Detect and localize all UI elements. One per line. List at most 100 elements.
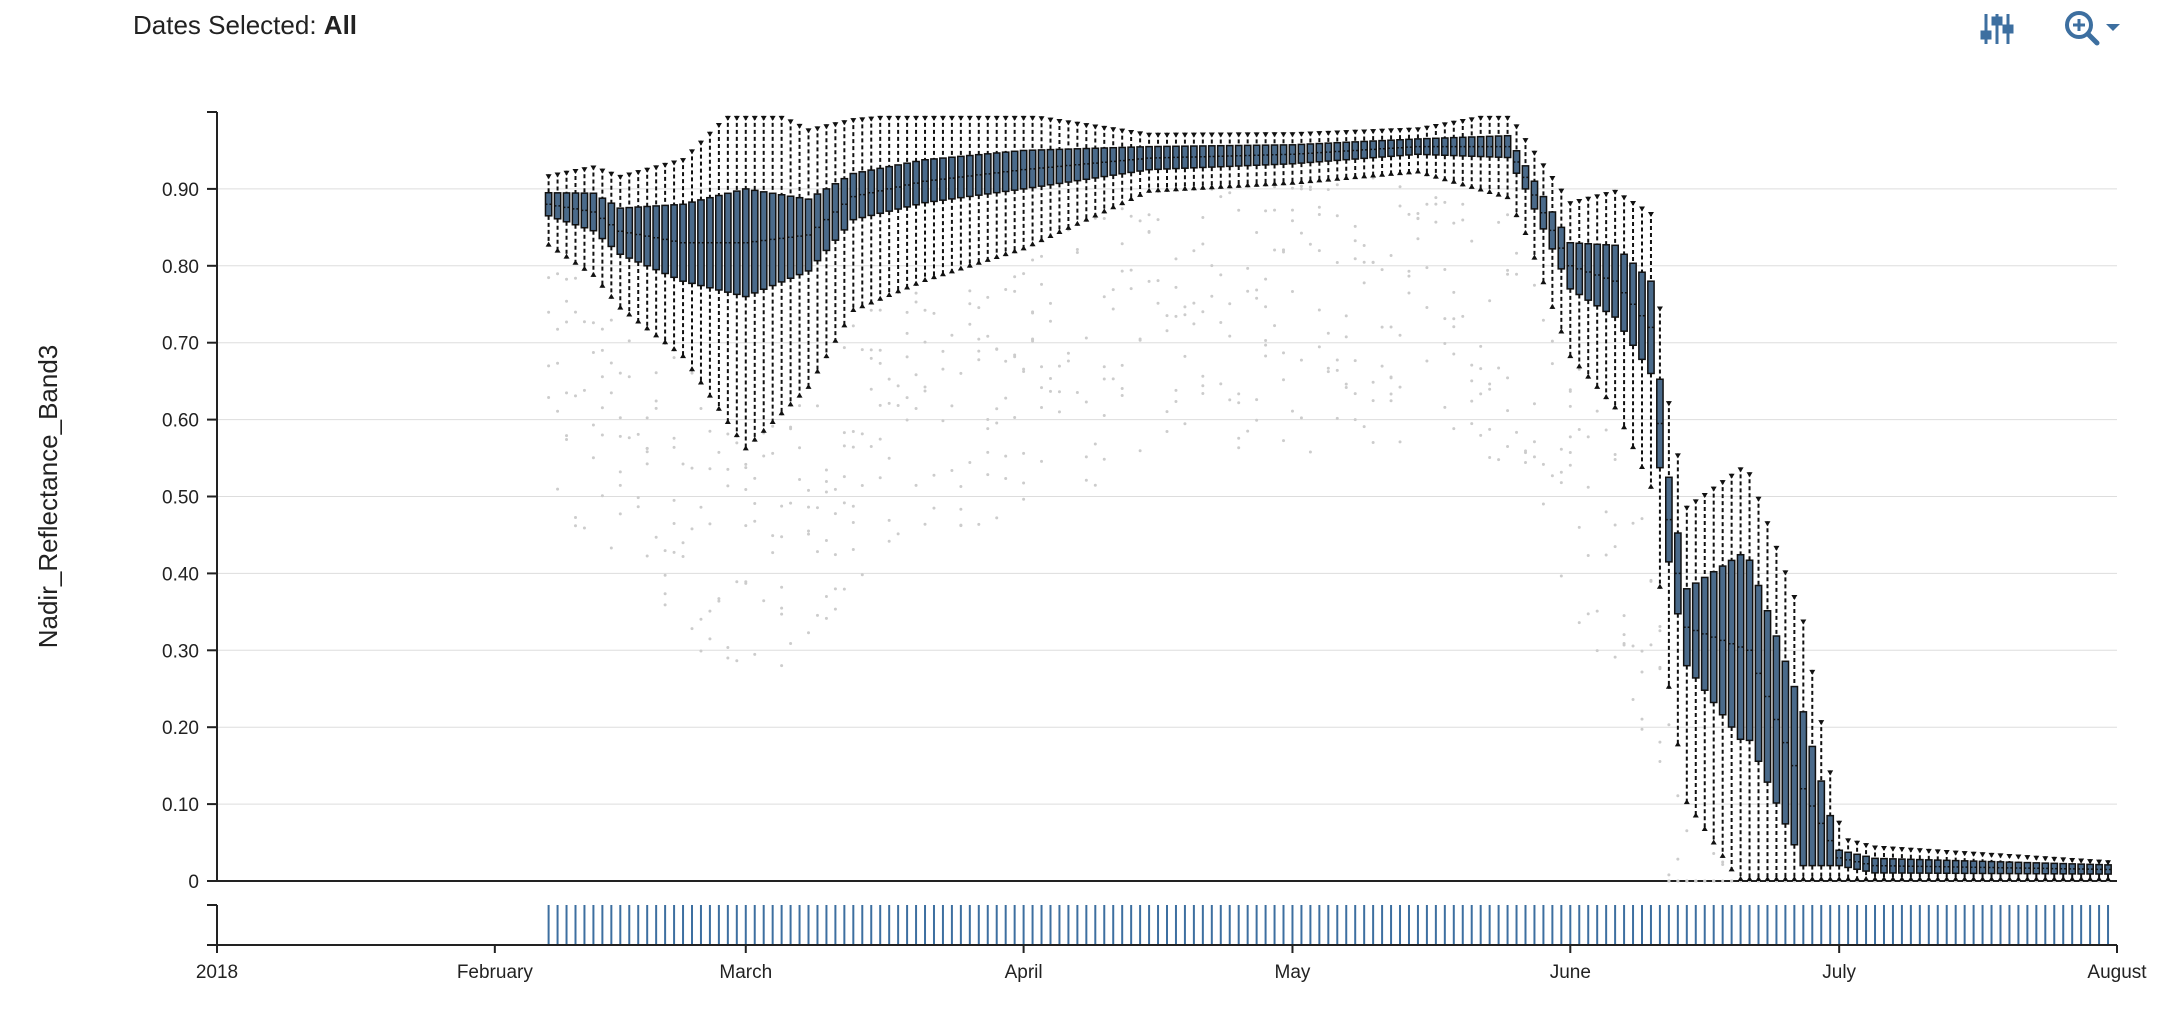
box — [1557, 188, 1566, 578]
filter-button[interactable] — [1980, 12, 2014, 46]
zoom-dropdown-button[interactable] — [2064, 10, 2122, 48]
outlier-point — [1389, 253, 1393, 257]
outlier-point — [1532, 283, 1536, 287]
box — [2077, 858, 2086, 883]
outlier-point — [1075, 247, 1079, 251]
whisker-cap — [1020, 245, 1027, 251]
whisker-cap — [2060, 876, 2067, 881]
outlier-point — [771, 424, 775, 428]
outlier-point — [726, 467, 730, 471]
outlier-point — [1093, 216, 1097, 220]
outlier-point — [950, 469, 954, 473]
outlier-point — [1685, 879, 1689, 883]
outlier-point — [959, 523, 963, 527]
outlier-point — [609, 361, 613, 365]
whisker-cap — [930, 115, 937, 121]
x-tick-label: February — [457, 962, 534, 983]
whisker-cap — [644, 325, 651, 331]
whisker-cap — [2042, 856, 2049, 862]
outlier-point — [1694, 879, 1698, 883]
whisker-cap — [653, 332, 660, 338]
box — [1207, 132, 1216, 298]
outlier-point — [672, 436, 676, 440]
outlier-point — [1057, 364, 1061, 368]
outlier-point — [744, 524, 748, 528]
box — [1665, 401, 1673, 883]
outlier-point — [1595, 409, 1599, 413]
outlier-point — [1192, 249, 1196, 253]
whisker-cap — [572, 259, 579, 265]
outlier-point — [1040, 282, 1044, 286]
box — [1423, 125, 1431, 363]
whisker-cap — [1961, 876, 1968, 881]
caret-down-icon — [2106, 24, 2120, 31]
whisker-cap — [1728, 473, 1735, 479]
outlier-point — [1452, 221, 1456, 225]
outlier-point — [1389, 325, 1393, 329]
whisker-cap — [1522, 230, 1529, 236]
outlier-point — [986, 334, 990, 338]
outlier-point — [1066, 359, 1070, 363]
outlier-point — [582, 526, 586, 530]
outlier-point — [1335, 358, 1339, 362]
box — [1387, 128, 1395, 403]
box — [1566, 201, 1575, 467]
outlier-point — [1559, 470, 1563, 474]
box — [1727, 473, 1736, 883]
outlier-point — [887, 539, 891, 543]
box — [1862, 843, 1870, 883]
box — [580, 167, 589, 530]
whisker-cap — [1217, 132, 1224, 138]
whisker-cap — [1800, 876, 1807, 881]
y-tick-label: 0.10 — [162, 795, 199, 816]
whisker-cap — [1208, 184, 1215, 190]
outlier-point — [1479, 392, 1483, 396]
outlier-point — [1317, 212, 1321, 216]
outlier-point — [699, 617, 703, 621]
outlier-point — [556, 272, 560, 276]
outlier-point — [1255, 231, 1259, 235]
box — [1512, 124, 1521, 434]
whisker-cap — [1164, 186, 1170, 192]
outlier-point — [1201, 384, 1205, 388]
outlier-point — [842, 501, 846, 505]
outlier-point — [1183, 422, 1187, 426]
whisker-cap — [2069, 876, 2076, 881]
outlier-point — [1389, 392, 1393, 396]
whisker-cap — [1137, 191, 1144, 197]
y-tick-label: 0 — [188, 872, 199, 893]
outlier-point — [1004, 396, 1008, 400]
box — [759, 115, 768, 603]
whisker-cap — [1235, 132, 1242, 138]
outlier-point — [905, 396, 909, 400]
outlier-point — [1730, 879, 1734, 883]
outlier-point — [1282, 248, 1286, 252]
outlier-point — [1595, 649, 1599, 653]
box — [553, 172, 562, 491]
outlier-point — [1461, 314, 1465, 318]
outlier-point — [1407, 269, 1411, 273]
outlier-point — [654, 399, 658, 403]
outlier-point — [1479, 367, 1483, 371]
whisker-cap — [1316, 131, 1323, 137]
whisker-cap — [1647, 483, 1654, 489]
box — [1602, 192, 1611, 557]
box — [1414, 127, 1422, 241]
box — [1951, 850, 1960, 883]
box — [598, 168, 607, 498]
outlier-point — [1452, 352, 1456, 356]
outlier-point — [1470, 363, 1474, 367]
outlier-point — [789, 501, 793, 505]
whisker-cap — [904, 284, 911, 290]
whisker-cap — [1083, 216, 1090, 222]
outlier-point — [1120, 207, 1124, 211]
whisker-cap — [1630, 444, 1637, 450]
y-tick-label: 0.40 — [162, 564, 199, 585]
whisker-cap — [1307, 178, 1314, 184]
whisker-cap — [1155, 132, 1162, 138]
outlier-point — [1219, 195, 1223, 199]
outlier-point — [1120, 242, 1124, 246]
outlier-point — [815, 613, 819, 617]
whisker-cap — [930, 274, 937, 280]
whisker-cap — [1146, 187, 1153, 193]
